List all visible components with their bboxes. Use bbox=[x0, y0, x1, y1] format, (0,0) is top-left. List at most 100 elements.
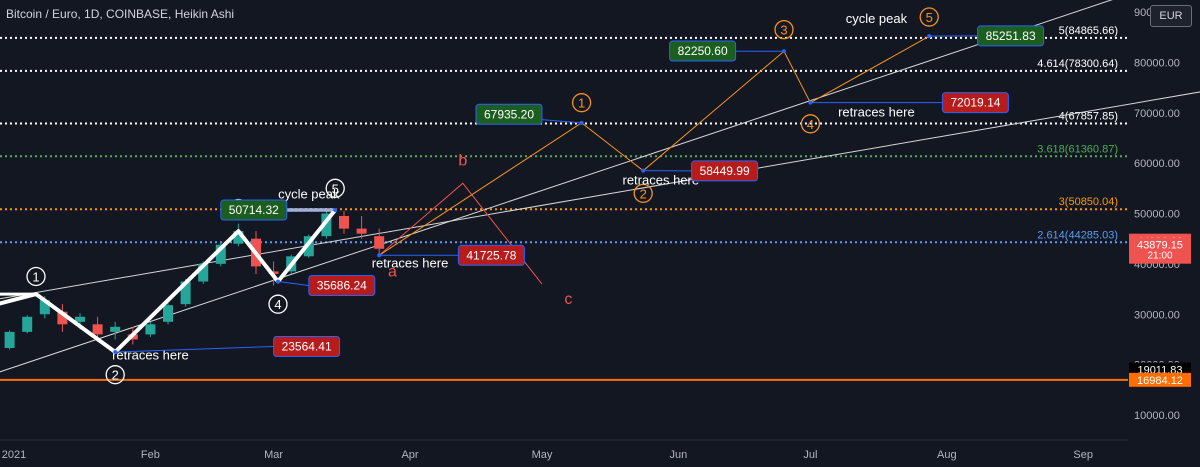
price-box-connector bbox=[115, 345, 274, 353]
price-box-label: 67935.20 bbox=[484, 107, 534, 121]
price-box bbox=[977, 25, 1045, 47]
price-box-anchor bbox=[782, 49, 786, 54]
x-tick-label: Aug bbox=[937, 449, 957, 461]
price-box-anchor bbox=[579, 120, 584, 125]
wave-label-circle bbox=[105, 365, 125, 385]
price-box-label: 41725.78 bbox=[466, 248, 516, 262]
price-box bbox=[691, 160, 759, 182]
y-tick-label: 10000.00 bbox=[1134, 410, 1180, 422]
candle-body bbox=[57, 311, 68, 325]
candle-body bbox=[374, 236, 385, 249]
x-tick-label: Mar bbox=[264, 449, 283, 461]
trendline bbox=[0, 0, 1113, 373]
abc-label: a bbox=[388, 263, 397, 280]
abc-label: b bbox=[458, 153, 467, 170]
price-box bbox=[220, 199, 288, 221]
annotation-text: cycle peak bbox=[278, 186, 340, 201]
price-box-anchor bbox=[927, 34, 932, 39]
candle-body bbox=[321, 213, 332, 237]
wave-label: 4 bbox=[274, 297, 281, 312]
wave-label: 3 bbox=[780, 23, 787, 38]
price-box-anchor bbox=[333, 207, 338, 212]
wave-label: 5 bbox=[926, 10, 933, 25]
price-box-anchor bbox=[377, 253, 382, 258]
candle-body bbox=[110, 326, 121, 332]
fib-level-label: 3(50850.04) bbox=[1059, 196, 1118, 208]
y-tick-label: 80000.00 bbox=[1134, 57, 1180, 69]
price-box-label: 58449.99 bbox=[700, 164, 750, 178]
projection-line bbox=[378, 35, 930, 256]
abc-label: c bbox=[564, 291, 572, 308]
x-tick-label: Jun bbox=[670, 449, 688, 461]
wave-label: 1 bbox=[578, 96, 585, 111]
wave-label: 2 bbox=[640, 186, 647, 201]
price-box bbox=[308, 275, 376, 297]
x-tick-label: Apr bbox=[401, 449, 418, 461]
price-box-anchor bbox=[113, 350, 118, 355]
candle-body bbox=[180, 281, 191, 305]
wave-label-circle bbox=[571, 93, 592, 113]
y-tick-label: 60000.00 bbox=[1134, 158, 1180, 170]
candle-body bbox=[303, 236, 314, 257]
symbol-title: Bitcoin / Euro, 1D, COINBASE, Heikin Ash… bbox=[6, 7, 235, 21]
candle-body bbox=[39, 300, 50, 315]
price-box-label: 82250.60 bbox=[678, 44, 728, 58]
price-box-anchor bbox=[808, 100, 813, 105]
price-box bbox=[669, 40, 737, 62]
price-box-anchor bbox=[276, 279, 280, 284]
fib-level-label: 5(84865.66) bbox=[1059, 25, 1118, 37]
candle-body bbox=[198, 263, 209, 282]
annotation-text: retraces here bbox=[372, 255, 449, 270]
price-box-label: 85251.83 bbox=[986, 29, 1036, 43]
wave-label: 2 bbox=[112, 368, 119, 383]
candle-body bbox=[233, 231, 244, 244]
candle-body bbox=[145, 324, 156, 335]
y-tick-label: 30000.00 bbox=[1134, 309, 1180, 321]
x-tick-label: Feb bbox=[141, 449, 160, 461]
price-tag bbox=[1129, 372, 1191, 387]
wave-label: 1 bbox=[32, 269, 39, 284]
candle-body bbox=[75, 316, 85, 322]
y-tick-label: 50000.00 bbox=[1134, 209, 1180, 221]
wave-label-circle bbox=[774, 19, 794, 40]
price-tag-label: 43879.15 bbox=[1137, 239, 1183, 251]
price-tag-time: 21:00 bbox=[1147, 251, 1172, 262]
candle-body bbox=[339, 216, 349, 229]
price-tag-label: 16984.12 bbox=[1137, 375, 1183, 387]
wave-label-circle bbox=[800, 114, 821, 134]
wave-label: 4 bbox=[807, 117, 814, 132]
price-box-anchor bbox=[641, 168, 646, 173]
price-box bbox=[941, 92, 1009, 114]
wave-line bbox=[0, 208, 337, 355]
wave-label-circle bbox=[919, 7, 939, 27]
y-tick-label: 70000.00 bbox=[1134, 108, 1180, 120]
fib-level-label: 4.614(78300.64) bbox=[1037, 58, 1118, 70]
x-tick-label: Sep bbox=[1073, 449, 1093, 461]
price-box bbox=[475, 103, 543, 125]
wave-label-circle bbox=[26, 266, 46, 287]
price-box-label: 50714.32 bbox=[229, 203, 279, 217]
wave-label-circle bbox=[268, 294, 288, 314]
annotation-text: cycle peak bbox=[846, 11, 908, 26]
candle-body bbox=[356, 228, 367, 234]
trendline bbox=[0, 91, 1200, 300]
candle-body bbox=[163, 305, 173, 322]
price-box-label: 72019.14 bbox=[950, 96, 1000, 110]
candle-body bbox=[4, 331, 15, 349]
annotation-text: retraces here bbox=[838, 104, 915, 119]
wave-label-circle bbox=[633, 183, 653, 204]
candle-body bbox=[215, 244, 226, 264]
x-tick-label: 2021 bbox=[2, 449, 26, 461]
annotation-text: retraces here bbox=[623, 172, 700, 187]
price-tag bbox=[1129, 237, 1191, 252]
candle-body bbox=[22, 316, 33, 332]
price-box-label: 23564.41 bbox=[282, 339, 332, 353]
wave-label-circle bbox=[325, 178, 345, 198]
price-box bbox=[273, 335, 341, 357]
price-box bbox=[457, 244, 525, 266]
x-tick-label: Jul bbox=[803, 449, 817, 461]
currency-button[interactable]: EUR bbox=[1150, 5, 1192, 27]
candle-body bbox=[92, 324, 103, 335]
